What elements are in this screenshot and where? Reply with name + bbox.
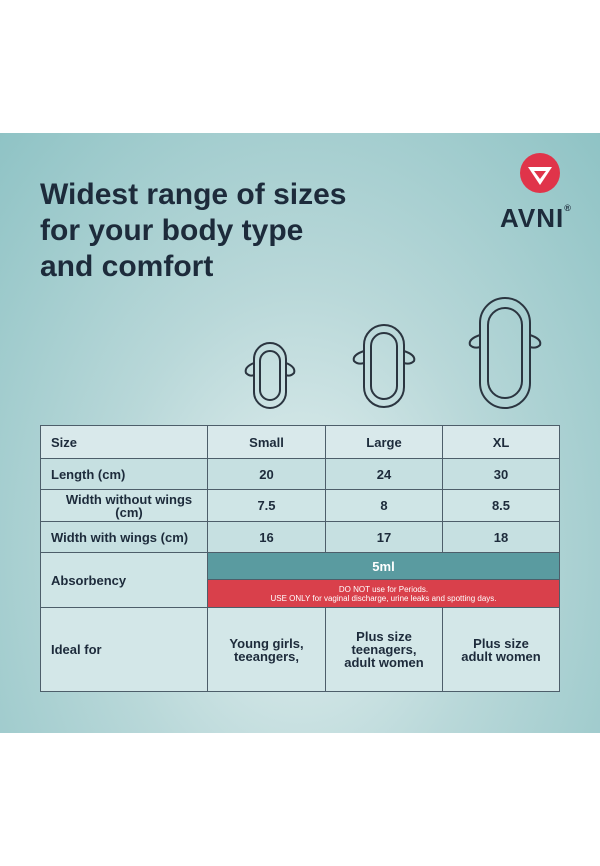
- note-line: DO NOT use for Periods.: [338, 584, 429, 594]
- table-cell: 18: [443, 522, 560, 553]
- title-line: and comfort: [40, 250, 214, 283]
- table-cell: Plus size teenagers, adult women: [326, 608, 443, 692]
- table-cell: XL: [443, 426, 560, 459]
- note-line: USE ONLY for vaginal discharge, urine le…: [270, 593, 497, 603]
- title: Widest range of sizes for your body type a…: [40, 177, 346, 285]
- table-cell: Large: [326, 426, 443, 459]
- row-label: Size: [41, 426, 208, 459]
- pad-icons: [244, 297, 542, 409]
- cell-line: teenagers,: [351, 642, 417, 657]
- logo-text: AVNI®: [500, 203, 572, 234]
- title-line: for your body type: [40, 214, 304, 247]
- size-table: Size Small Large XL Length (cm) 20 24 30 Width w…: [40, 425, 560, 692]
- logo-name: AVNI: [500, 203, 565, 233]
- table-cell: 17: [326, 522, 443, 553]
- table-cell: 30: [443, 459, 560, 490]
- cell-line: Plus size: [473, 635, 529, 651]
- absorbency-note: DO NOT use for Periods. USE ONLY for vagi…: [208, 580, 560, 608]
- cell-line: adult women: [344, 655, 424, 670]
- table-cell: 8: [326, 490, 443, 522]
- table-cell: Young girls, teeangers,: [208, 608, 326, 692]
- cell-line: Young girls,: [229, 635, 304, 651]
- cell-line: adult women: [461, 648, 541, 664]
- cell-line: Plus size: [356, 629, 412, 644]
- cell-line: teeangers,: [233, 648, 300, 664]
- row-label: Absorbency: [41, 553, 208, 608]
- absorbency-value: 5ml: [208, 553, 560, 580]
- row-label: Ideal for: [41, 608, 208, 692]
- row-label: Length (cm): [41, 459, 208, 490]
- table-cell: Small: [208, 426, 326, 459]
- logo-icon: [520, 153, 560, 193]
- table-cell: 16: [208, 522, 326, 553]
- row-label: Width without wings (cm): [41, 490, 208, 522]
- table-cell: 20: [208, 459, 326, 490]
- title-line: Widest range of sizes: [40, 178, 347, 211]
- table-cell: 24: [326, 459, 443, 490]
- logo-mark: ®: [564, 203, 572, 213]
- row-label: Width with wings (cm): [41, 522, 208, 553]
- panel: Widest range of sizes for your body type a…: [0, 133, 600, 733]
- table-cell: Plus size adult women: [443, 608, 560, 692]
- table-cell: 8.5: [443, 490, 560, 522]
- table-cell: 7.5: [208, 490, 326, 522]
